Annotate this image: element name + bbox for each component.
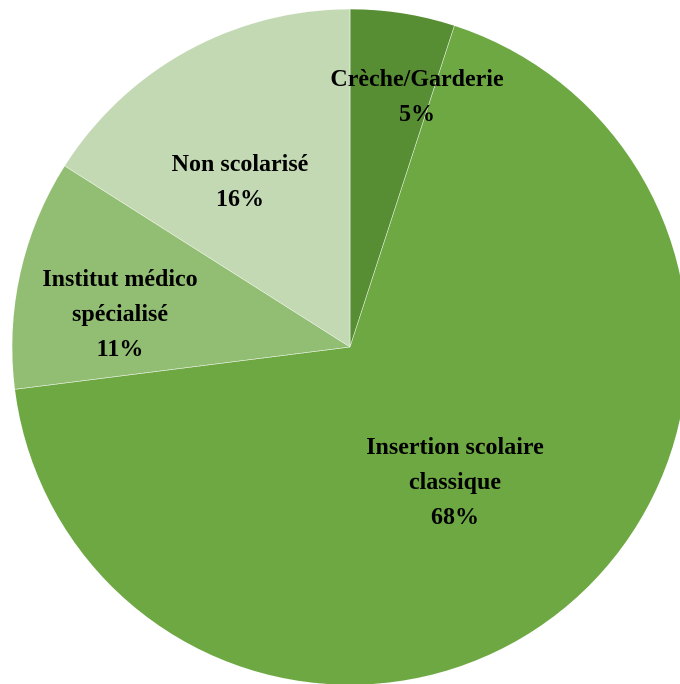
category-label: Institut médico spécialisé bbox=[42, 266, 198, 327]
slice-label: Insertion scolaire classique 68% bbox=[330, 430, 580, 535]
pie-slice bbox=[64, 8, 351, 348]
value-label: 11% bbox=[96, 336, 144, 362]
category-label: Non scolarisé bbox=[171, 151, 309, 177]
pie-slice bbox=[14, 25, 680, 684]
category-label: Crèche/Garderie bbox=[330, 66, 504, 92]
category-label: Insertion scolaire classique bbox=[366, 434, 544, 495]
value-label: 5% bbox=[399, 101, 435, 127]
pie-slice bbox=[11, 165, 351, 390]
slice-label: Non scolarisé 16% bbox=[130, 147, 350, 217]
value-label: 16% bbox=[216, 186, 264, 212]
slice-label: Institut médico spécialisé 11% bbox=[10, 262, 230, 367]
slice-label: Crèche/Garderie 5% bbox=[287, 62, 547, 132]
value-label: 68% bbox=[431, 504, 479, 530]
